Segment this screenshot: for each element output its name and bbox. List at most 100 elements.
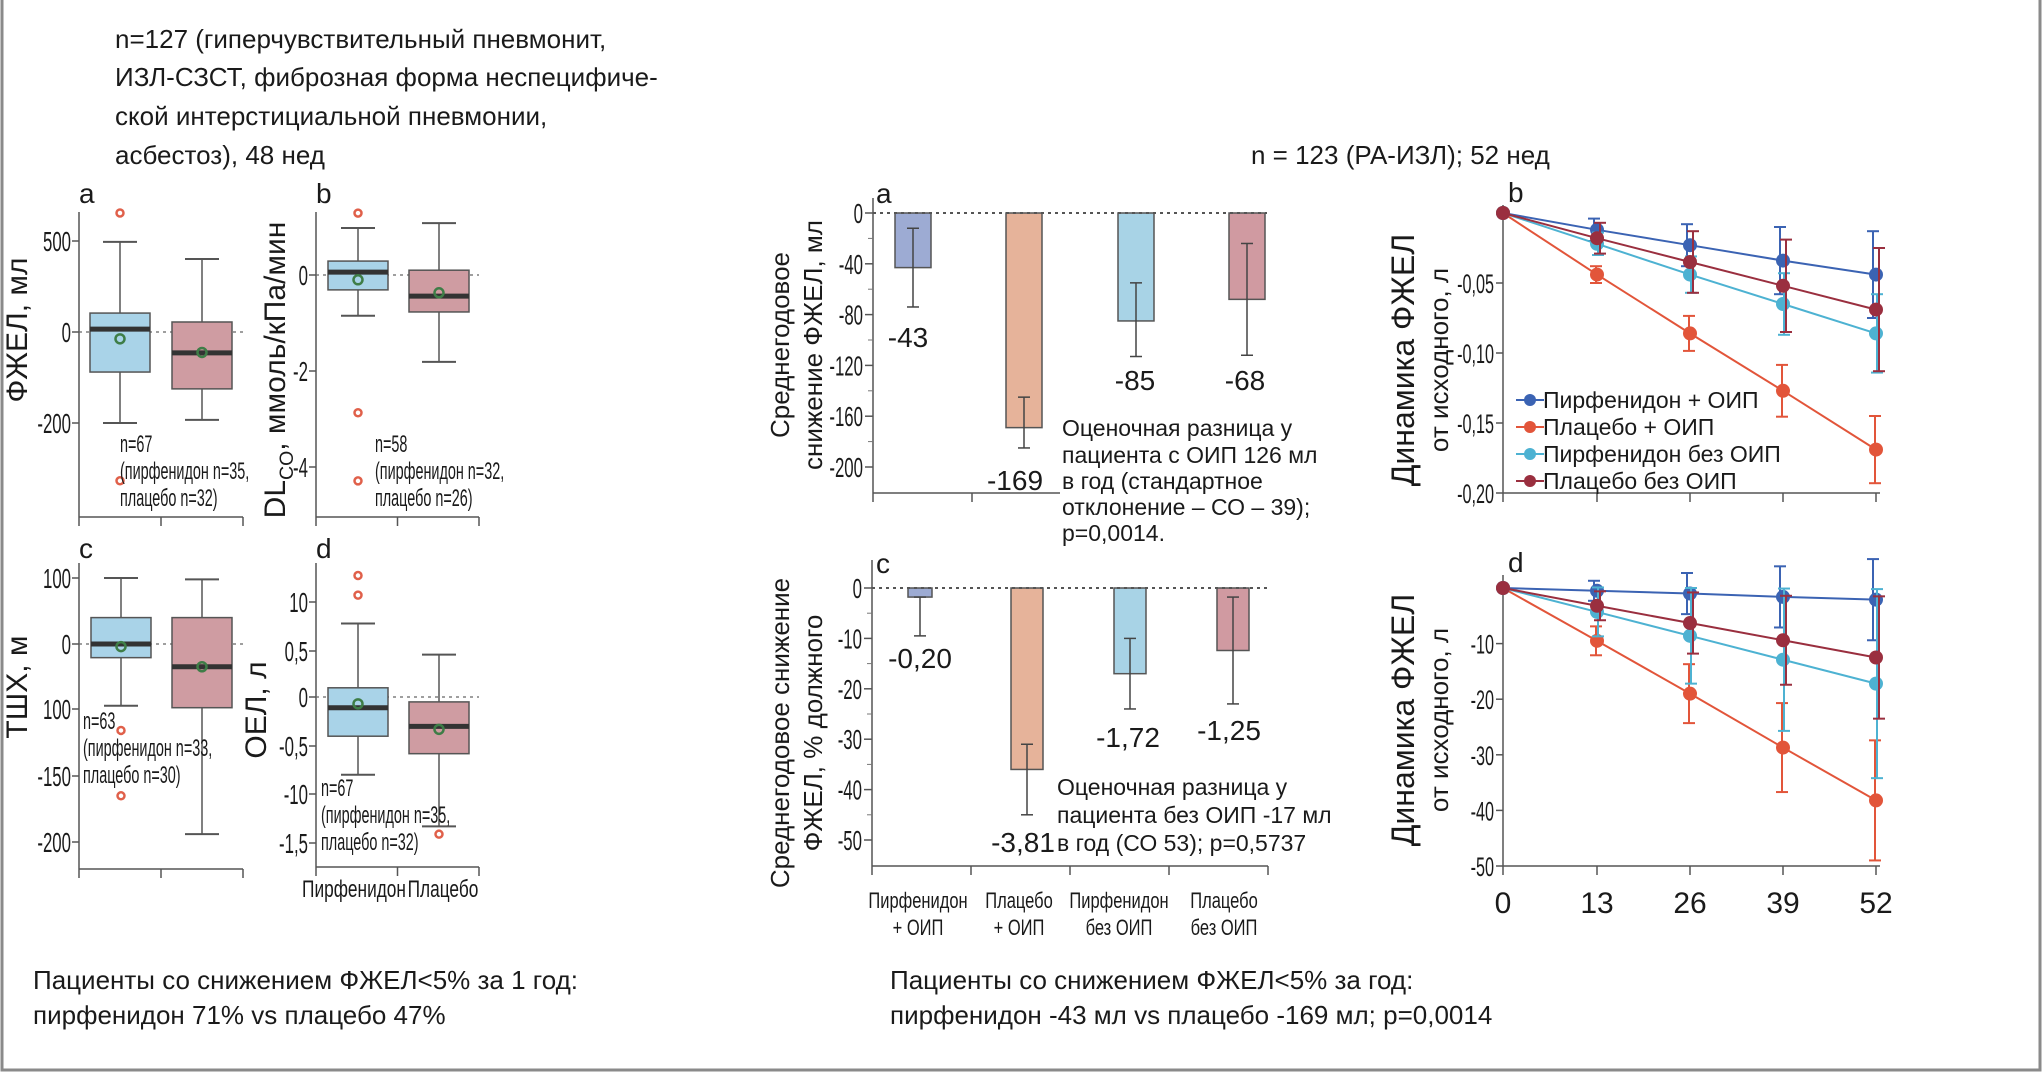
y-axis-label: ОЕЛ, л <box>240 661 273 758</box>
y-tick-label: 0 <box>854 198 863 230</box>
estimated-difference-note: пациента без ОИП -17 мл <box>1057 802 1332 828</box>
chart-panel-bar-c: c0 -10 -20 -30 -40 -50 -0,20 -3,81 -1,72 -1,25 Оце… <box>765 548 1332 941</box>
box-placebo <box>171 578 233 836</box>
y-tick-label: -2 <box>293 356 308 388</box>
y-tick-label: -0,05 <box>1457 269 1494 299</box>
estimated-difference-note: пациента с ОИП 126 мл <box>1062 442 1317 468</box>
y-tick-label: -50 <box>838 825 862 857</box>
y-tick-label: -20 <box>1471 685 1494 715</box>
x-tick-label: 39 <box>1766 887 1799 920</box>
outlier-point <box>353 476 363 486</box>
y-axis-label-part: DL <box>259 480 292 518</box>
y-axis-label: от исходного, л <box>1424 268 1454 452</box>
data-point <box>1776 253 1790 268</box>
estimated-difference-note: p=0,0014. <box>1062 520 1165 546</box>
y-tick-label: -4 <box>293 452 308 484</box>
data-point <box>1869 676 1883 691</box>
data-point <box>1683 616 1697 631</box>
bar-value-label: -3,81 <box>991 827 1055 858</box>
y-tick-label: -200 <box>37 408 71 440</box>
x-tick-label: 0 <box>1495 887 1512 920</box>
y-axis-label: от исходного, л <box>1424 628 1454 812</box>
bar <box>1113 587 1147 675</box>
outlier-point <box>116 791 126 801</box>
chart-panel-box-b: b 0 -2 -4 n=58(пирфенидон n=32,плацебо n=26)… <box>259 178 504 526</box>
data-point <box>1776 297 1790 311</box>
box-pirfenidone <box>89 208 151 486</box>
header-left-line: n=127 (гиперчувствительный пневмонит, <box>115 24 606 54</box>
estimated-difference-note: в год (СО 53); p=0,5737 <box>1057 830 1306 856</box>
panel-letter: d <box>316 533 332 564</box>
x-category-label: + ОИП <box>893 916 944 941</box>
chart-panel-line-d: d -10 -20 -30 -40 -500 13 26 39 52 Динамика ФЖЕЛ от… <box>1385 547 1893 920</box>
sample-size-note: n=67 <box>120 431 152 458</box>
sample-size-note: плацебо n=26) <box>375 485 473 512</box>
legend-label: Плацебо без ОИП <box>1543 468 1737 494</box>
y-axis-label: Динамика ФЖЕЛ <box>1385 234 1421 487</box>
box-pirfenidone <box>90 577 152 801</box>
panel-letter: c <box>79 533 93 564</box>
bar-value-label: -85 <box>1115 365 1155 396</box>
outlier-point <box>353 208 363 218</box>
outlier-point <box>116 725 126 736</box>
header-left-line: ской интерстициальной пневмонии, <box>115 101 547 131</box>
y-axis-label: Среднегодовое снижение <box>765 578 795 888</box>
box-placebo <box>408 653 470 839</box>
legend-label: Плацебо + ОИП <box>1543 414 1714 440</box>
chart-panel-box-c: c 100 0 100 -150 -200 n=63(пирфенидон n=33,пла… <box>1 533 244 878</box>
outlier-point <box>353 408 363 418</box>
y-tick-label: 0 <box>62 629 71 661</box>
y-tick-label: 100 <box>43 694 71 726</box>
panel-letter: c <box>876 548 890 579</box>
data-point <box>1869 650 1883 665</box>
data-series <box>1496 206 1885 373</box>
data-series <box>1496 581 1885 720</box>
bar-value-label: -169 <box>987 465 1043 496</box>
data-point <box>1869 267 1883 282</box>
legend-marker <box>1524 394 1536 406</box>
mean-marker <box>196 661 208 673</box>
y-tick-label: 500 <box>43 226 71 258</box>
data-point <box>1776 740 1790 755</box>
footer-right: Пациенты со снижением ФЖЕЛ<5% за год: пи… <box>890 965 1492 1030</box>
data-point <box>1869 302 1883 317</box>
outlier-point <box>115 208 125 218</box>
bar-value-label: -1,25 <box>1197 715 1261 746</box>
outlier-point <box>434 829 444 839</box>
data-point <box>1776 383 1790 398</box>
y-tick-label: -0,10 <box>1457 339 1494 369</box>
y-tick-label: -30 <box>1471 741 1494 771</box>
x-category-label: Пирфенидон <box>302 876 406 902</box>
x-category-label: + ОИП <box>994 916 1045 941</box>
sample-size-note: плацебо n=32) <box>321 829 419 856</box>
bar-value-label: -0,20 <box>888 643 952 674</box>
x-category-label: Пирфенидон <box>868 889 967 914</box>
y-axis-label-part: , ммоль/кПа/мин <box>259 222 292 451</box>
y-tick-label: -0,5 <box>279 731 308 763</box>
y-tick-label: -0,20 <box>1457 479 1494 509</box>
header-right: n = 123 (РА-ИЗЛ); 52 нед <box>1251 140 1550 170</box>
box-pirfenidone <box>327 208 389 486</box>
data-point <box>1869 442 1883 457</box>
x-category-label: Плацебо <box>985 889 1053 914</box>
bar <box>1005 212 1043 429</box>
y-tick-label: 0 <box>62 317 71 349</box>
legend-marker <box>1524 475 1536 487</box>
footer-left: Пациенты со снижением ФЖЕЛ<5% за 1 год: … <box>33 965 578 1030</box>
sample-size-note: (пирфенидон n=33, <box>83 735 212 762</box>
legend-label: Пирфенидон без ОИП <box>1543 441 1781 467</box>
sample-size-note: n=58 <box>375 431 407 458</box>
outlier-point <box>353 590 363 600</box>
data-point <box>1496 581 1510 595</box>
legend-label: Пирфенидон + ОИП <box>1543 387 1759 413</box>
legend-marker <box>1524 448 1536 460</box>
data-point <box>1683 628 1697 643</box>
footer-left-line: Пациенты со снижением ФЖЕЛ<5% за 1 год: <box>33 965 578 995</box>
data-point <box>1776 633 1790 648</box>
y-tick-label: -1,5 <box>279 828 308 860</box>
y-tick-label: -30 <box>838 724 862 756</box>
y-axis-label: DLCO, ммоль/кПа/мин <box>259 222 298 519</box>
y-tick-label: -80 <box>839 299 863 331</box>
sample-size-note: n=67 <box>321 775 353 802</box>
